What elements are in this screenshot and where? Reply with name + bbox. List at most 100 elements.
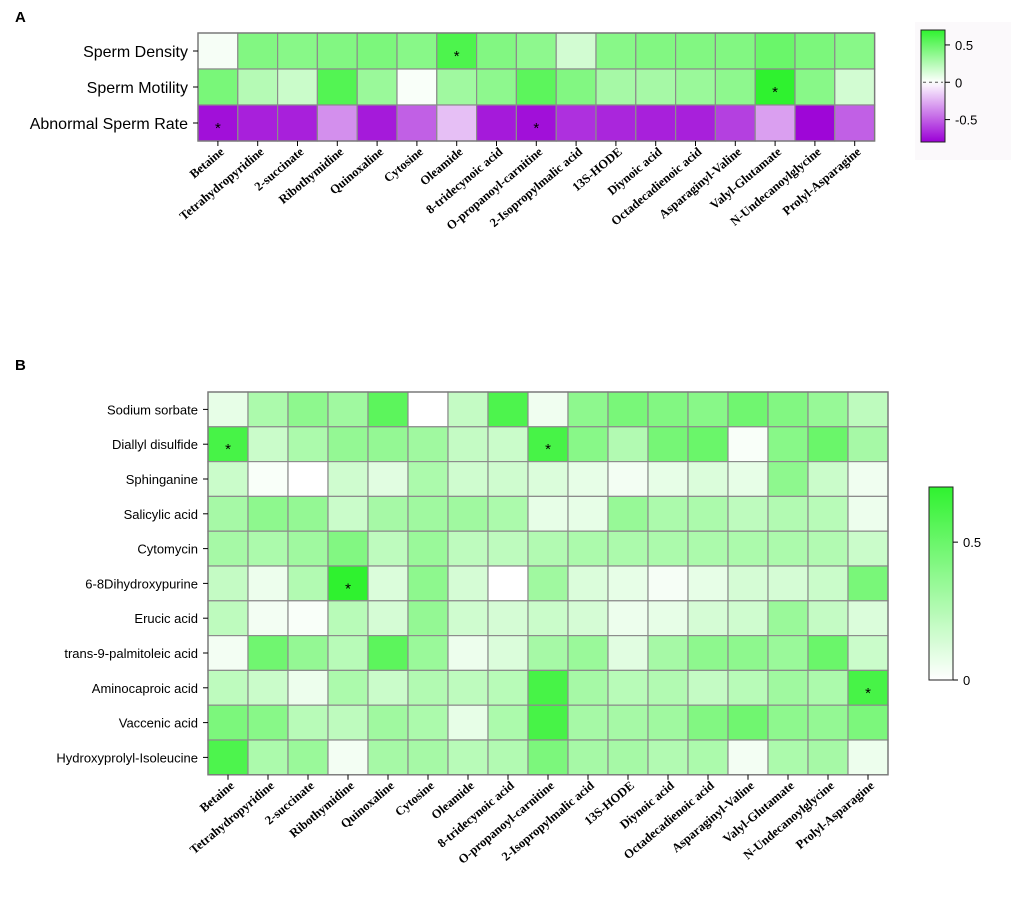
panel-b-cell <box>287 426 329 463</box>
panel-b-cell <box>447 426 489 463</box>
panel-b-cell <box>607 600 649 637</box>
panel-a-cell <box>674 104 716 142</box>
panel-b-cell <box>807 530 849 567</box>
panel-a-cell <box>595 104 637 142</box>
panel-b-cell <box>407 739 449 776</box>
panel-a-cell <box>436 104 478 142</box>
panel-a-colorbar-tick-label: 0.5 <box>955 38 973 53</box>
panel-b-cell <box>247 565 289 602</box>
panel-b-cell <box>487 634 529 671</box>
panel-b-cell <box>767 391 809 428</box>
panel-a-cell <box>476 68 518 106</box>
panel-a-colorbar-gradient <box>920 29 946 143</box>
panel-a-cell <box>794 32 836 70</box>
panel-b-cell <box>807 704 849 741</box>
panel-b-significance-marker: * <box>225 441 231 458</box>
panel-b-cell <box>407 669 449 706</box>
panel-a-cell <box>237 32 279 70</box>
panel-b-colorbar-gradient <box>928 486 954 681</box>
panel-a-cell <box>714 68 756 106</box>
panel-b-cell <box>327 739 369 776</box>
panel-b-heatmap: * * * * Sodium sorbate Diallyl disulfide Sphin… <box>56 391 889 867</box>
panel-b-cell <box>847 669 889 706</box>
panel-b-cell <box>847 461 889 498</box>
panel-b-cell <box>687 669 729 706</box>
panel-b-cell <box>567 565 609 602</box>
panel-a-cell <box>436 32 478 70</box>
panel-a-cell <box>595 68 637 106</box>
panel-b-cell <box>247 669 289 706</box>
panel-b-cell <box>287 669 329 706</box>
panel-b-cell <box>807 461 849 498</box>
panel-a-row-label: Sperm Motility <box>87 80 188 97</box>
panel-b-cell <box>687 391 729 428</box>
panel-b-cell <box>687 739 729 776</box>
panel-b-cell <box>327 495 369 532</box>
panel-a-cell <box>277 104 319 142</box>
panel-b-cell <box>727 669 769 706</box>
panel-b-cell <box>487 495 529 532</box>
panel-a-cell <box>316 32 358 70</box>
panel-a-cell <box>356 104 398 142</box>
panel-b-cell <box>287 600 329 637</box>
panel-b-significance-marker: * <box>345 580 351 597</box>
panel-b-cell <box>367 634 409 671</box>
panel-b-cell <box>447 600 489 637</box>
panel-b-cell <box>327 565 369 602</box>
panel-b-cell <box>727 530 769 567</box>
panel-a-cell <box>555 68 597 106</box>
panel-b-cell <box>407 600 449 637</box>
panel-b-cell <box>767 669 809 706</box>
panel-b-significance-marker: * <box>865 685 871 702</box>
panel-b-cell <box>567 600 609 637</box>
panel-b-cell <box>807 600 849 637</box>
panel-b-cell <box>487 461 529 498</box>
panel-b-cell <box>367 600 409 637</box>
panel-b-cell <box>647 634 689 671</box>
panel-b-cell <box>727 495 769 532</box>
panel-b-letter: B <box>15 357 26 374</box>
panel-b-cell <box>527 739 569 776</box>
panel-a-cell <box>555 104 597 142</box>
panel-b-cell <box>447 704 489 741</box>
panel-a-cell <box>476 104 518 142</box>
panel-b-cell <box>447 461 489 498</box>
panel-b-cell <box>647 704 689 741</box>
panel-b-cell <box>207 669 249 706</box>
panel-b-cell <box>647 565 689 602</box>
panel-a-cell <box>794 104 836 142</box>
panel-a-cell <box>515 68 557 106</box>
panel-b-cell <box>607 495 649 532</box>
panel-b-cell <box>327 600 369 637</box>
panel-b-cell <box>527 495 569 532</box>
panel-b-cell <box>487 426 529 463</box>
panel-a-cell <box>396 104 438 142</box>
panel-b-cell <box>207 495 249 532</box>
panel-b-cell <box>767 461 809 498</box>
panel-b-cell <box>447 739 489 776</box>
panel-b-cell <box>207 739 249 776</box>
panel-a-cell <box>555 32 597 70</box>
panel-b-cell <box>807 739 849 776</box>
panel-b-cell <box>407 495 449 532</box>
panel-a-cell <box>714 32 756 70</box>
panel-b-cell <box>607 634 649 671</box>
panel-b-cell <box>447 565 489 602</box>
panel-b-cell <box>407 704 449 741</box>
panel-b-cell <box>327 704 369 741</box>
panel-b-cell <box>527 600 569 637</box>
panel-a-cell <box>356 32 398 70</box>
panel-b-row-label: Erucic acid <box>134 611 198 626</box>
panel-b-cell <box>847 565 889 602</box>
panel-a-cell <box>197 68 239 106</box>
panel-b-cell <box>367 426 409 463</box>
panel-a-colorbar-tick-label: -0.5 <box>955 113 977 128</box>
panel-a-cell <box>834 68 876 106</box>
panel-b-cell <box>367 495 409 532</box>
panel-b-row-label: Sphinganine <box>126 472 198 487</box>
panel-b-cell <box>527 704 569 741</box>
panel-b-cell <box>807 565 849 602</box>
panel-b-cell <box>207 704 249 741</box>
panel-b-cell <box>847 495 889 532</box>
